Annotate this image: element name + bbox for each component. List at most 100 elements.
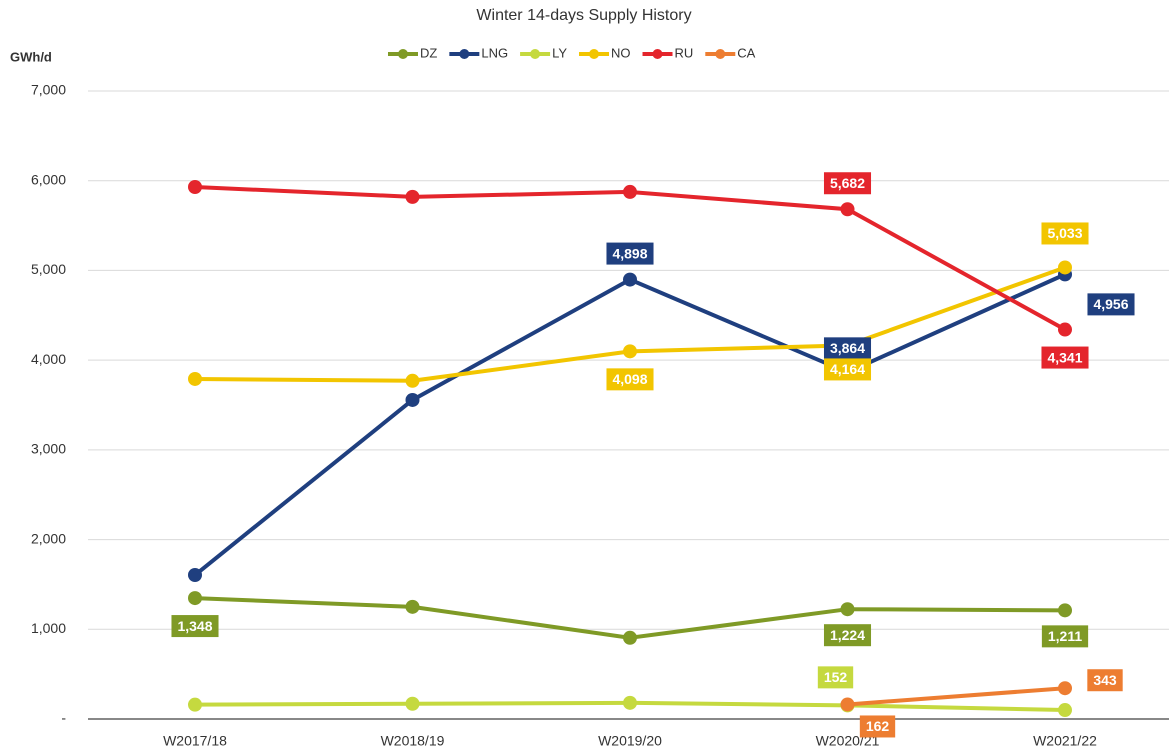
series-line [193,272,1066,577]
data-point [623,184,637,199]
x-tick-label: W2021/22 [1033,733,1097,749]
x-tick-label: W2017/18 [163,733,227,749]
legend-label: CA [737,45,755,60]
data-point [188,568,202,583]
data-label-text: 152 [824,669,848,685]
data-label-box [1041,346,1089,369]
data-point [188,591,202,606]
data-label-box [817,666,854,689]
y-tick-label: - [61,710,66,726]
data-point [1058,681,1072,696]
data-point [188,179,202,194]
legend-item: LNG [449,45,508,60]
data-point [623,344,637,359]
legend-label: RU [675,45,694,60]
data-point [840,602,855,617]
x-tick-label: W2018/19 [381,733,445,749]
data-label: 4,164 [823,358,872,381]
data-label: 343 [1087,669,1123,692]
legend-marker [589,49,600,59]
data-label-box [606,242,654,265]
data-point [840,202,855,217]
data-point [623,695,637,710]
data-point [1058,260,1072,275]
data-label-box [1087,293,1135,316]
data-label-box [859,715,896,738]
y-tick-label: 1,000 [31,620,66,636]
legend-label: LNG [481,45,508,60]
data-label-text: 1,224 [830,627,865,643]
y-tick-label: 6,000 [31,171,66,187]
data-point [188,697,202,712]
data-point [840,697,855,712]
data-label-box [1041,222,1089,245]
data-label-text: 1,348 [177,618,212,634]
data-label-text: 4,956 [1093,296,1128,312]
legend-label: DZ [420,45,437,60]
data-label-box [606,368,654,391]
legend-marker [715,49,726,59]
data-label-box [823,624,872,647]
data-label-text: 3,864 [830,340,865,356]
legend-item: CA [705,45,756,60]
data-label-box [823,358,872,381]
data-label-box [823,337,872,360]
legend-item: DZ [388,45,437,60]
legend-label: LY [552,45,567,60]
y-tick-label: 4,000 [31,351,66,367]
data-label: 5,682 [823,172,872,195]
data-label-text: 4,164 [830,361,865,377]
legend-label: NO [611,45,631,60]
data-label-text: 4,898 [612,245,647,261]
data-point [405,189,420,204]
data-label: 1,211 [1041,625,1089,648]
data-label: 1,224 [823,624,872,647]
data-label: 5,033 [1041,222,1089,245]
legend-marker [459,49,470,59]
legend-item: RU [642,45,694,60]
data-point [405,696,420,711]
data-point [623,630,637,645]
data-label-text: 5,033 [1047,225,1082,241]
data-label-box [1087,669,1123,692]
data-point [623,272,637,287]
data-label-text: 4,098 [612,371,647,387]
data-point [1058,322,1072,337]
data-label-text: 343 [1093,672,1117,688]
y-tick-label: 3,000 [31,441,66,457]
data-label: 1,348 [171,615,219,638]
data-label: 4,956 [1087,293,1135,316]
data-label-box [171,615,219,638]
legend-marker [530,49,541,59]
y-tick-label: 5,000 [31,261,66,277]
data-point [1058,703,1072,718]
data-label: 3,864 [823,337,872,360]
x-tick-label: W2019/20 [598,733,662,749]
data-point [405,599,420,614]
data-point [405,373,420,388]
data-label-text: 162 [866,718,890,734]
series-line [847,686,1066,707]
legend-item: NO [579,45,631,60]
data-label: 4,098 [606,368,654,391]
data-label: 162 [859,715,896,738]
legend-marker [398,49,408,59]
data-label: 152 [817,666,854,689]
legend-item: LY [520,45,567,60]
data-label: 4,341 [1041,346,1089,369]
data-label-box [1041,625,1089,648]
data-label-text: 1,211 [1048,628,1082,644]
data-point [405,392,420,407]
y-tick-label: 2,000 [31,530,66,546]
data-point [188,371,202,386]
data-label-text: 4,341 [1047,349,1082,365]
y-tick-label: 7,000 [31,82,66,98]
data-label-text: 5,682 [830,175,865,191]
data-label: 4,898 [606,242,654,265]
data-point [1058,603,1072,618]
legend-marker [652,49,663,59]
y-axis-label: GWh/d [10,49,52,64]
chart-title: Winter 14-days Supply History [476,7,691,24]
data-label-box [823,172,872,195]
